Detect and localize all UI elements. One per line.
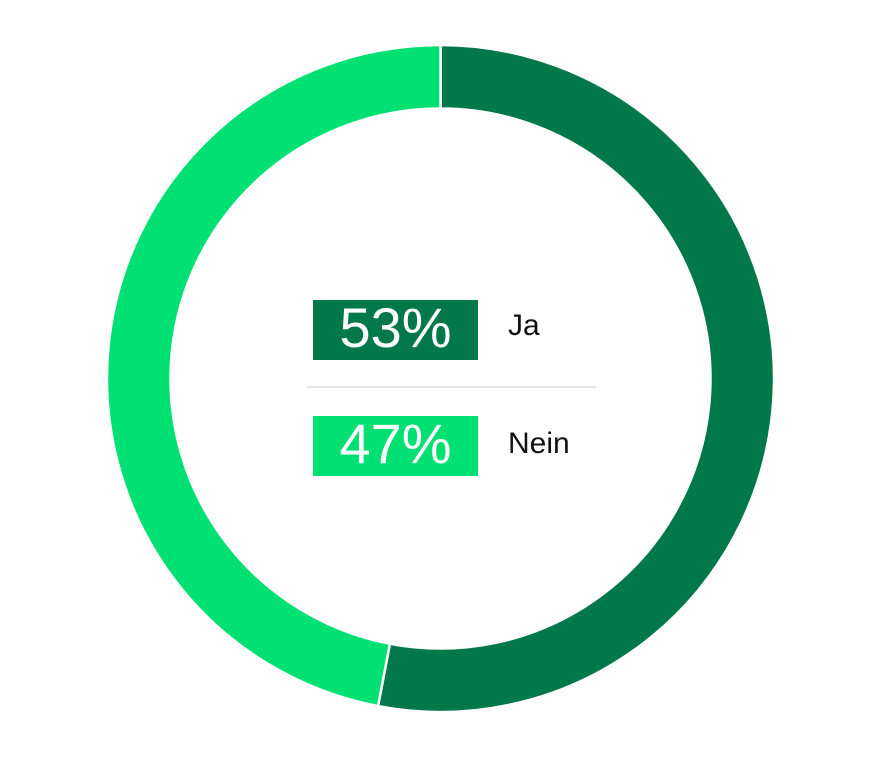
donut-segment bbox=[376, 43, 776, 714]
legend-swatch bbox=[313, 416, 478, 476]
legend-label: Ja bbox=[508, 309, 540, 342]
donut-segment bbox=[105, 43, 442, 708]
value-label: 53% bbox=[339, 296, 451, 359]
legend-label: Nein bbox=[508, 427, 570, 460]
legend-swatch bbox=[313, 300, 478, 360]
value-label: 47% bbox=[339, 412, 451, 475]
